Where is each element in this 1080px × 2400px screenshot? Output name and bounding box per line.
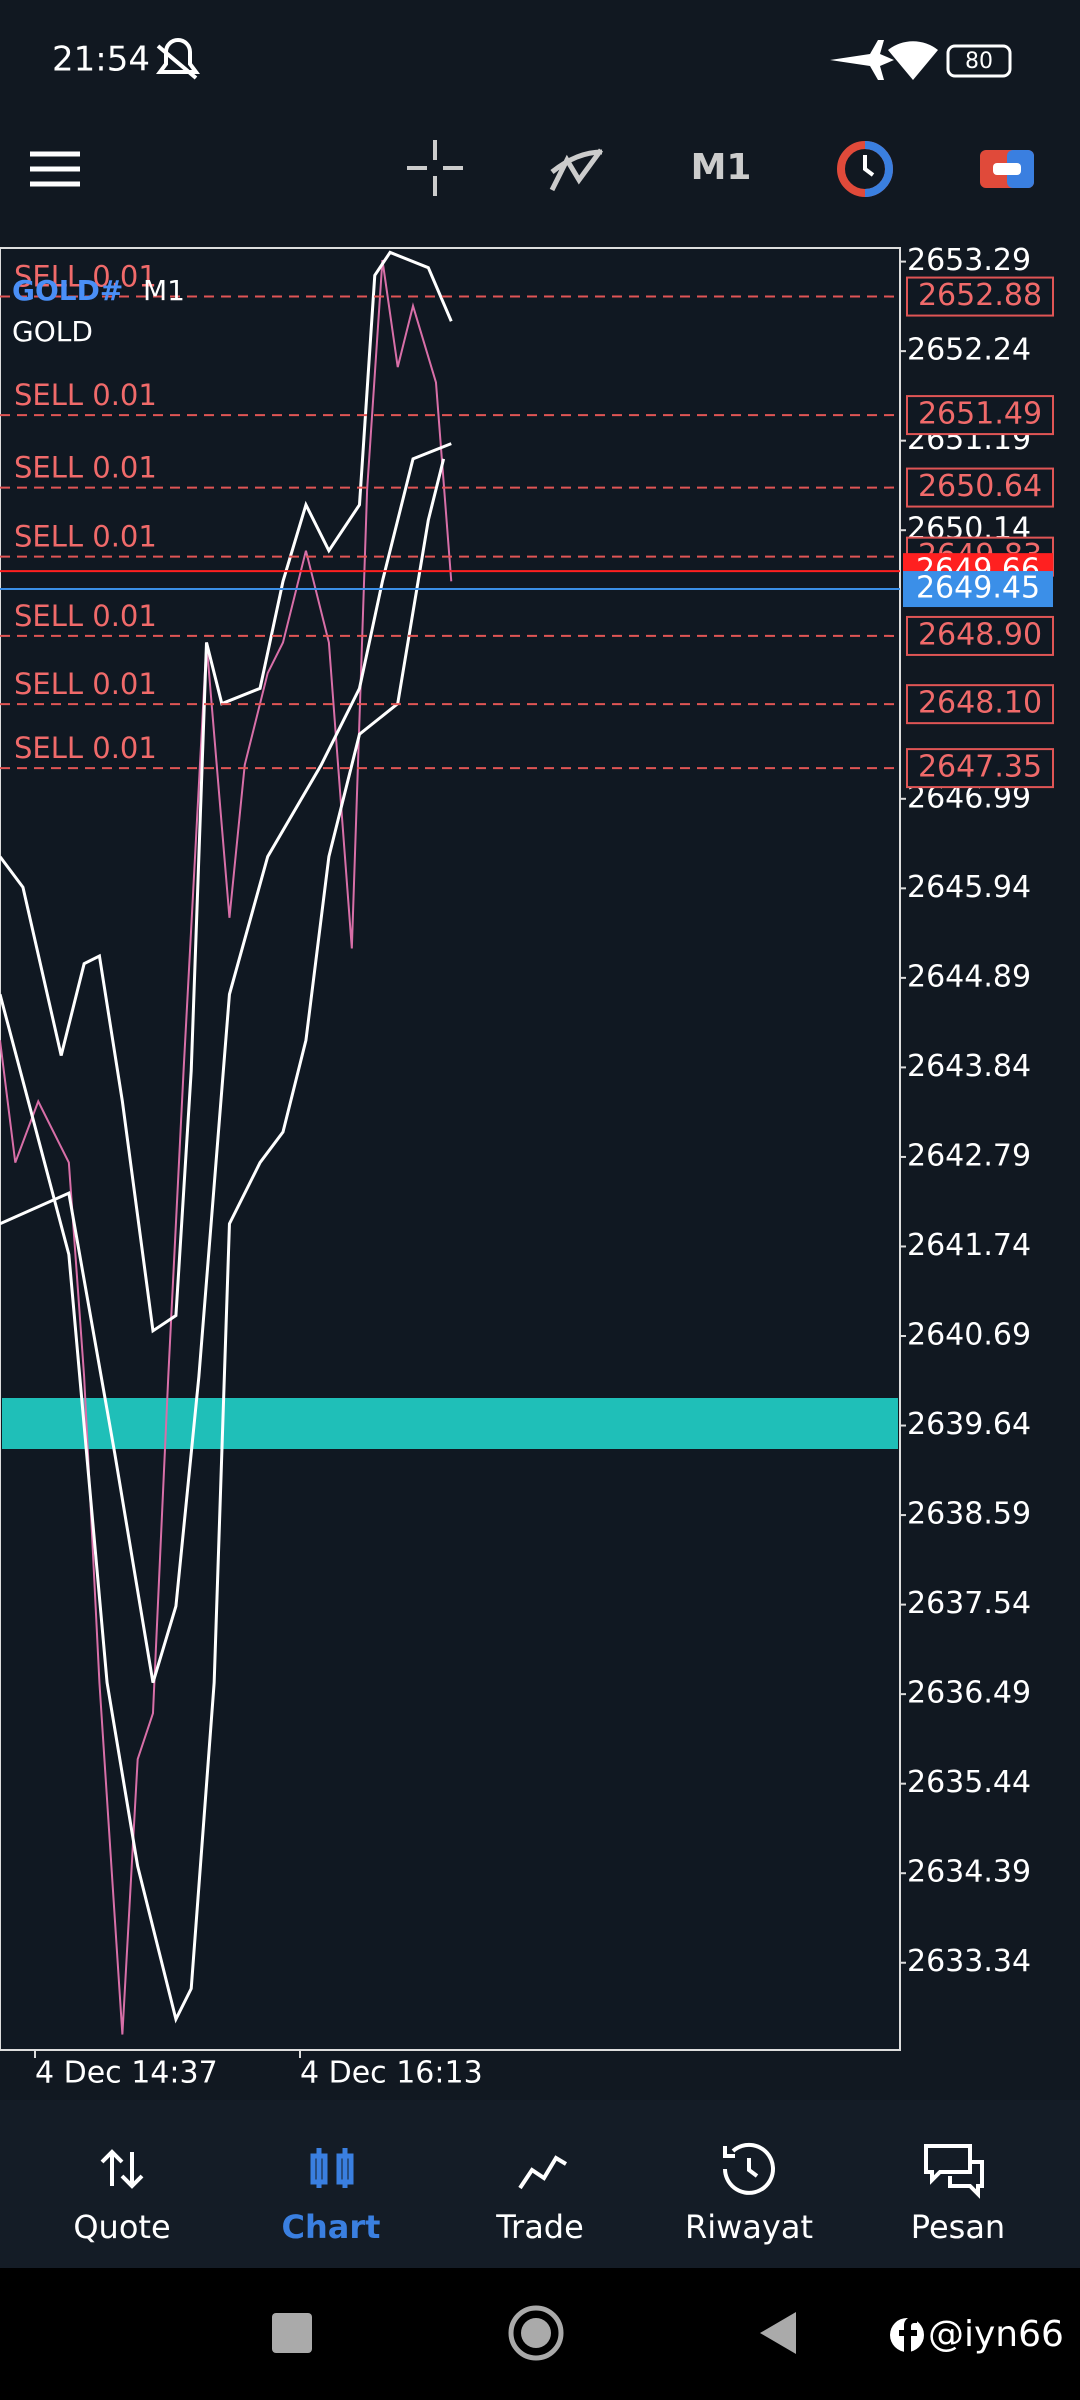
order-price: 2648.90 (918, 617, 1042, 652)
crosshair-button[interactable] (407, 140, 463, 196)
airplane-icon (830, 40, 894, 80)
price-tick-label: 2633.34 (907, 1944, 1031, 1979)
bid-box (903, 571, 1053, 608)
zone (2, 1398, 898, 1449)
order-price-box (906, 748, 1054, 789)
wifi-icon (888, 41, 938, 80)
price-tick-label: 2640.69 (907, 1318, 1031, 1353)
order-price: 2652.88 (918, 278, 1042, 313)
price-tick-label: 2637.54 (907, 1586, 1031, 1621)
order-price-box (906, 395, 1054, 436)
price-plot (0, 252, 451, 2034)
order-price: 2647.35 (918, 750, 1042, 785)
chart-area (0, 247, 901, 2051)
upper-band (0, 252, 451, 1330)
recents-button[interactable] (272, 2313, 312, 2353)
orders-button[interactable] (980, 150, 1034, 188)
watermark: @iyn66 (928, 2314, 1064, 2355)
nav-tab[interactable]: Riwayat (685, 2208, 813, 2246)
indicator-button[interactable] (549, 148, 604, 192)
price-line (0, 260, 451, 2034)
order-layer: 2653.292652.242651.192650.142646.992645.… (0, 243, 1054, 2091)
battery-level: 80 (965, 49, 993, 74)
order-price-box (906, 276, 1054, 317)
symbol-description: GOLD (12, 315, 93, 348)
symbol[interactable]: GOLD# (12, 274, 123, 307)
timeframe-button[interactable]: M1 (691, 147, 752, 188)
bid-price: 2649.45 (916, 571, 1040, 606)
lower-band (0, 459, 444, 2019)
nav-tab[interactable]: Chart (282, 2208, 381, 2246)
status-time: 21:54 (52, 40, 150, 80)
chart-plot (0, 252, 898, 2034)
order-label: SELL 0.01 (14, 731, 157, 765)
price-tick-label: 2642.79 (907, 1138, 1031, 1173)
nav-tab[interactable]: Trade (495, 2208, 584, 2246)
price-tick-label: 2639.64 (907, 1407, 1031, 1442)
nav: Quote Chart Trade Riwayat Pesan (73, 2208, 1005, 2246)
time-label: 4 Dec 16:13 (300, 2056, 483, 2091)
price-tick-label: 2645.94 (907, 870, 1031, 905)
nav-tab[interactable]: Quote (73, 2208, 170, 2246)
menu-button[interactable] (30, 151, 80, 187)
price-tick-label: 2643.84 (907, 1049, 1031, 1084)
nav-icons (100, 2142, 984, 2199)
middle-band (0, 444, 451, 1683)
order-label: SELL 0.01 (14, 260, 157, 294)
order-label: SELL 0.01 (14, 451, 157, 485)
order-label: SELL 0.01 (14, 667, 157, 701)
order-price-box (906, 467, 1054, 508)
price-tick-label: 2644.89 (907, 959, 1031, 994)
battery (946, 44, 1012, 78)
home-button[interactable] (508, 2305, 564, 2361)
nav-tab[interactable]: Pesan (911, 2208, 1005, 2246)
back-button[interactable] (760, 2312, 796, 2354)
order-label: SELL 0.01 (14, 378, 157, 412)
order-label: SELL 0.01 (14, 520, 157, 554)
price-tick-label: 2636.49 (907, 1676, 1031, 1711)
chart-timeframe: M1 (143, 274, 185, 307)
order-price: 2651.49 (918, 397, 1042, 432)
nav-bar (0, 2100, 1080, 2268)
fb-icon (890, 2317, 924, 2352)
price-tick-label: 2652.24 (907, 333, 1031, 368)
order-price-box (906, 615, 1054, 656)
trade-button[interactable] (837, 141, 893, 197)
price-tick-label: 2638.59 (907, 1497, 1031, 1532)
price-tick-label: 2641.74 (907, 1228, 1031, 1263)
order-price: 2648.10 (918, 686, 1042, 721)
time-label: 4 Dec 14:37 (35, 2056, 218, 2091)
price-tick-label: 2634.39 (907, 1855, 1031, 1890)
order-price: 2650.64 (918, 469, 1042, 504)
order-label: SELL 0.01 (14, 599, 157, 633)
price-tick-label: 2653.29 (907, 243, 1031, 278)
price-tick-label: 2635.44 (907, 1765, 1031, 1800)
order-price-box (906, 684, 1054, 725)
mute-icon (156, 38, 200, 80)
